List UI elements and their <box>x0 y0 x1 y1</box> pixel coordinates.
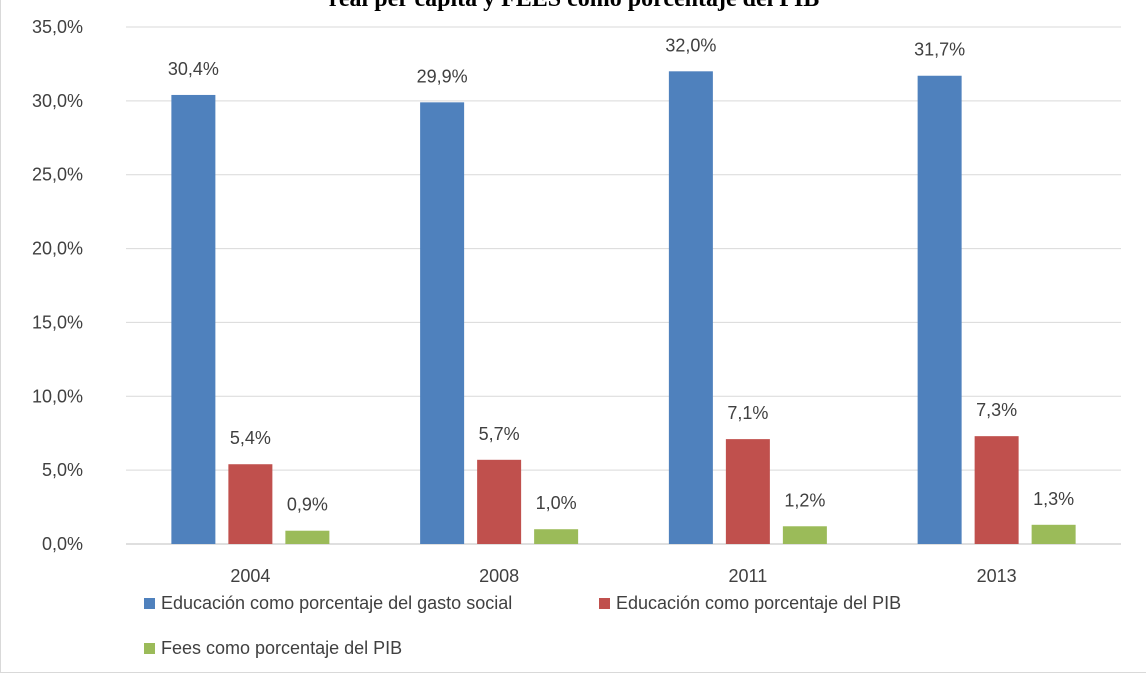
data-label: 1,2% <box>784 490 825 510</box>
data-label: 30,4% <box>168 59 219 79</box>
x-tick-label: 2011 <box>729 566 768 586</box>
legend-label-educacion-pib: Educación como porcentaje del PIB <box>616 593 902 613</box>
bar <box>228 464 273 544</box>
data-label: 31,7% <box>914 40 965 60</box>
legend-swatch-fees-pib <box>144 643 155 654</box>
chart-title: real per capita y FEES como porcentaje d… <box>1 0 1146 13</box>
bar <box>917 75 962 544</box>
data-label: 7,1% <box>727 403 768 423</box>
data-label: 1,3% <box>1033 489 1074 509</box>
y-tick-label: 25,0% <box>32 165 83 185</box>
data-label: 1,0% <box>536 493 577 513</box>
x-tick-label: 2013 <box>977 566 1017 586</box>
x-tick-label: 2004 <box>230 566 270 586</box>
legend-item-gasto-social: Educación como porcentaje del gasto soci… <box>144 593 512 614</box>
bar <box>782 526 827 544</box>
y-tick-label: 0,0% <box>42 534 83 554</box>
legend-item-educacion-pib: Educación como porcentaje del PIB <box>599 593 901 614</box>
bar <box>285 530 330 544</box>
data-label: 29,9% <box>417 66 468 86</box>
y-tick-label: 10,0% <box>32 386 83 406</box>
legend-label-gasto-social: Educación como porcentaje del gasto soci… <box>161 593 513 613</box>
bar <box>477 459 522 544</box>
data-label: 7,3% <box>976 400 1017 420</box>
legend-item-fees-pib: Fees como porcentaje del PIB <box>144 638 402 659</box>
legend-swatch-educacion-pib <box>599 598 610 609</box>
legend-swatch-gasto-social <box>144 598 155 609</box>
x-tick-label: 2008 <box>479 566 519 586</box>
bar <box>1031 524 1076 544</box>
data-label: 0,9% <box>287 495 328 515</box>
y-tick-label: 35,0% <box>32 17 83 37</box>
bar <box>171 94 216 544</box>
bar <box>420 102 465 544</box>
y-tick-label: 30,0% <box>32 91 83 111</box>
data-label: 5,7% <box>479 424 520 444</box>
bar <box>974 436 1019 544</box>
bar <box>725 439 770 544</box>
bar <box>534 529 579 544</box>
legend-label-fees-pib: Fees como porcentaje del PIB <box>161 638 403 658</box>
y-tick-label: 5,0% <box>42 460 83 480</box>
bar <box>668 71 713 545</box>
y-tick-label: 15,0% <box>32 312 83 332</box>
data-label: 32,0% <box>665 35 716 55</box>
data-label: 5,4% <box>230 428 271 448</box>
y-tick-label: 20,0% <box>32 239 83 259</box>
